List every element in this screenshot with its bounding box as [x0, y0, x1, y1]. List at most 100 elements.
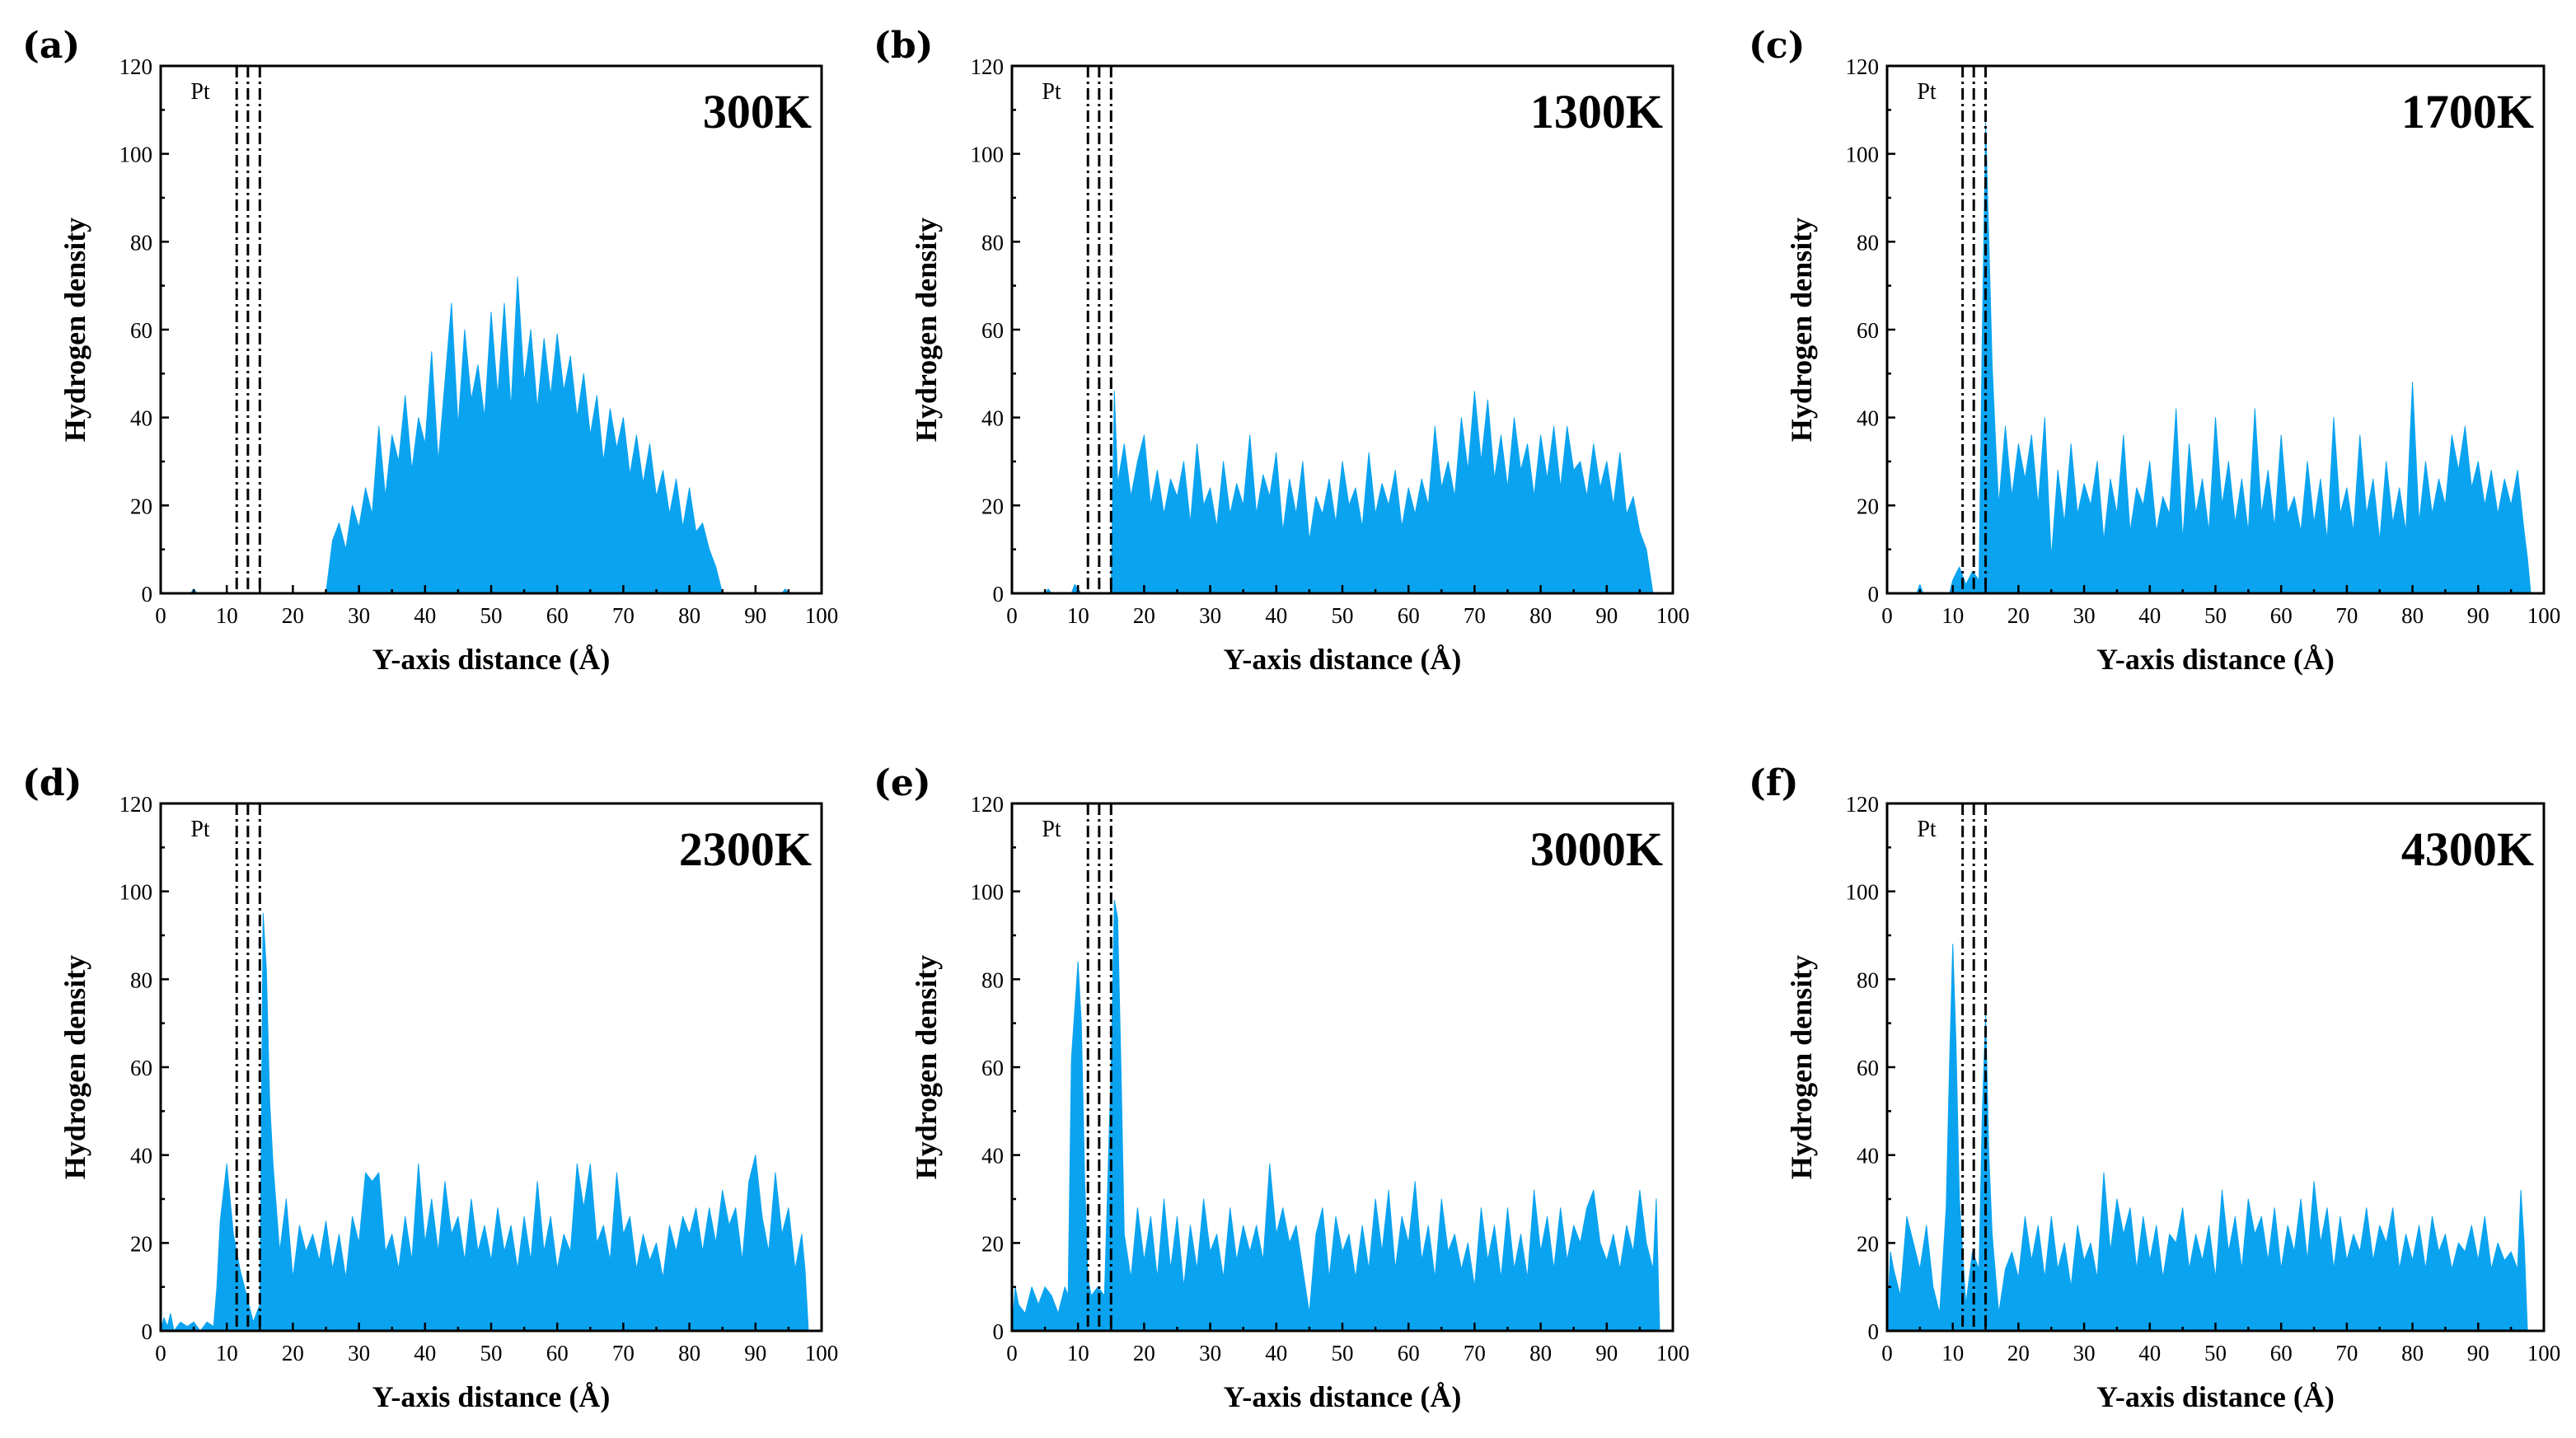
x-tick-label: 80 [678, 603, 700, 628]
x-tick-label: 40 [1265, 1341, 1287, 1365]
x-tick-label: 80 [678, 1341, 700, 1365]
y-tick-label: 0 [993, 582, 1005, 607]
x-tick-label: 20 [282, 603, 304, 628]
panel-a: 0 10 20 30 40 50 60 70 80 90 100 0 20 40 60 80 100 120 Y-a… [22, 25, 838, 676]
x-axis-title: Y-axis distance (Å) [1224, 643, 1462, 676]
y-tick-label: 120 [1846, 792, 1880, 817]
panel-label: (e) [873, 762, 931, 804]
x-tick-label: 10 [216, 1341, 238, 1365]
x-tick-label: 0 [1881, 603, 1893, 628]
x-tick-label: 0 [155, 1341, 166, 1365]
x-tick-label: 60 [546, 1341, 569, 1365]
x-tick-label: 30 [1199, 603, 1221, 628]
x-tick-label: 90 [2467, 603, 2489, 628]
panel-label: (d) [22, 762, 82, 804]
y-tick-label: 0 [1868, 582, 1880, 607]
x-tick-label: 70 [2335, 1341, 2358, 1365]
x-tick-label: 40 [2138, 603, 2161, 628]
y-tick-label: 40 [1857, 406, 1879, 431]
x-tick-label: 100 [1656, 1341, 1690, 1365]
x-tick-label: 80 [2401, 603, 2424, 628]
y-tick-label: 100 [971, 143, 1005, 167]
y-tick-label: 80 [981, 230, 1004, 255]
temperature-label: 300K [703, 85, 812, 138]
density-area-f [1886, 944, 2528, 1332]
x-tick-label: 60 [1398, 603, 1420, 628]
x-tick-label: 10 [1067, 603, 1089, 628]
x-tick-label: 100 [805, 603, 839, 628]
y-tick-label: 120 [971, 54, 1005, 79]
y-tick-label: 20 [1857, 1231, 1879, 1256]
x-tick-label: 20 [2007, 1341, 2030, 1365]
x-axis-title: Y-axis distance (Å) [2096, 643, 2335, 676]
y-tick-label: 0 [1868, 1319, 1880, 1344]
x-tick-label: 70 [1464, 1341, 1486, 1365]
x-tick-label: 90 [744, 1341, 766, 1365]
y-tick-label: 100 [1846, 143, 1880, 167]
y-tick-label: 120 [1846, 54, 1880, 79]
y-tick-label: 20 [130, 494, 152, 518]
x-tick-label: 50 [480, 603, 503, 628]
y-tick-label: 60 [130, 1056, 152, 1080]
y-tick-label: 60 [1857, 318, 1879, 343]
y-tick-label: 120 [119, 54, 153, 79]
pt-label: Pt [1042, 79, 1061, 105]
x-tick-label: 40 [2138, 1341, 2161, 1365]
x-tick-label: 30 [2073, 603, 2096, 628]
y-tick-label: 60 [981, 1056, 1004, 1080]
temperature-label: 3000K [1530, 822, 1663, 876]
y-tick-label: 80 [130, 967, 152, 992]
x-tick-label: 90 [1595, 603, 1618, 628]
x-tick-label: 10 [216, 603, 238, 628]
x-tick-label: 10 [1067, 1341, 1089, 1365]
panel-f: 0 10 20 30 40 50 60 70 80 90 100 0 20 40 60 80 100 120 Y-a… [1749, 762, 2560, 1413]
x-tick-label: 100 [1656, 603, 1690, 628]
y-tick-label: 100 [119, 880, 153, 905]
density-area-a [160, 276, 822, 594]
x-tick-label: 40 [1265, 603, 1287, 628]
density-area-c [1886, 122, 2532, 594]
y-tick-label: 100 [971, 880, 1005, 905]
x-axis-title: Y-axis distance (Å) [372, 643, 611, 676]
x-tick-label: 30 [348, 1341, 370, 1365]
x-tick-label: 70 [612, 603, 635, 628]
x-tick-label: 90 [1595, 1341, 1618, 1365]
x-tick-label: 50 [480, 1341, 503, 1365]
x-tick-label: 60 [1398, 1341, 1420, 1365]
y-tick-label: 20 [981, 494, 1004, 518]
x-tick-label: 80 [1529, 603, 1552, 628]
temperature-label: 1300K [1530, 85, 1663, 138]
x-axis-title: Y-axis distance (Å) [1224, 1380, 1462, 1413]
y-tick-label: 20 [130, 1231, 152, 1256]
panel-label: (a) [22, 25, 80, 67]
y-axis-title: Hydrogen density [910, 955, 943, 1179]
x-tick-label: 90 [744, 603, 766, 628]
y-tick-label: 60 [981, 318, 1004, 343]
x-axis-title: Y-axis distance (Å) [372, 1380, 611, 1413]
y-axis-title: Hydrogen density [910, 218, 943, 442]
x-tick-label: 10 [1941, 603, 1964, 628]
y-tick-label: 40 [130, 1144, 152, 1169]
x-tick-label: 40 [414, 1341, 436, 1365]
y-tick-label: 40 [981, 406, 1004, 431]
panel-d: 0 10 20 30 40 50 60 70 80 90 100 0 20 40 60 80 100 120 Y-a… [22, 762, 838, 1413]
x-tick-label: 20 [2007, 603, 2030, 628]
x-tick-label: 100 [2527, 603, 2561, 628]
x-tick-label: 70 [1464, 603, 1486, 628]
x-tick-label: 50 [2204, 603, 2227, 628]
x-tick-label: 0 [1006, 1341, 1018, 1365]
x-tick-label: 60 [546, 603, 569, 628]
pt-label: Pt [1917, 79, 1937, 105]
panel-label: (b) [873, 25, 933, 67]
x-tick-label: 100 [2527, 1341, 2561, 1365]
y-tick-label: 0 [993, 1319, 1005, 1344]
x-tick-label: 0 [1006, 603, 1018, 628]
x-tick-label: 20 [282, 1341, 304, 1365]
x-tick-label: 50 [1332, 603, 1354, 628]
y-tick-label: 40 [1857, 1144, 1879, 1169]
x-tick-label: 50 [1332, 1341, 1354, 1365]
density-area-e [1011, 899, 1660, 1332]
y-axis-title: Hydrogen density [1785, 955, 1818, 1179]
x-tick-label: 30 [1199, 1341, 1221, 1365]
